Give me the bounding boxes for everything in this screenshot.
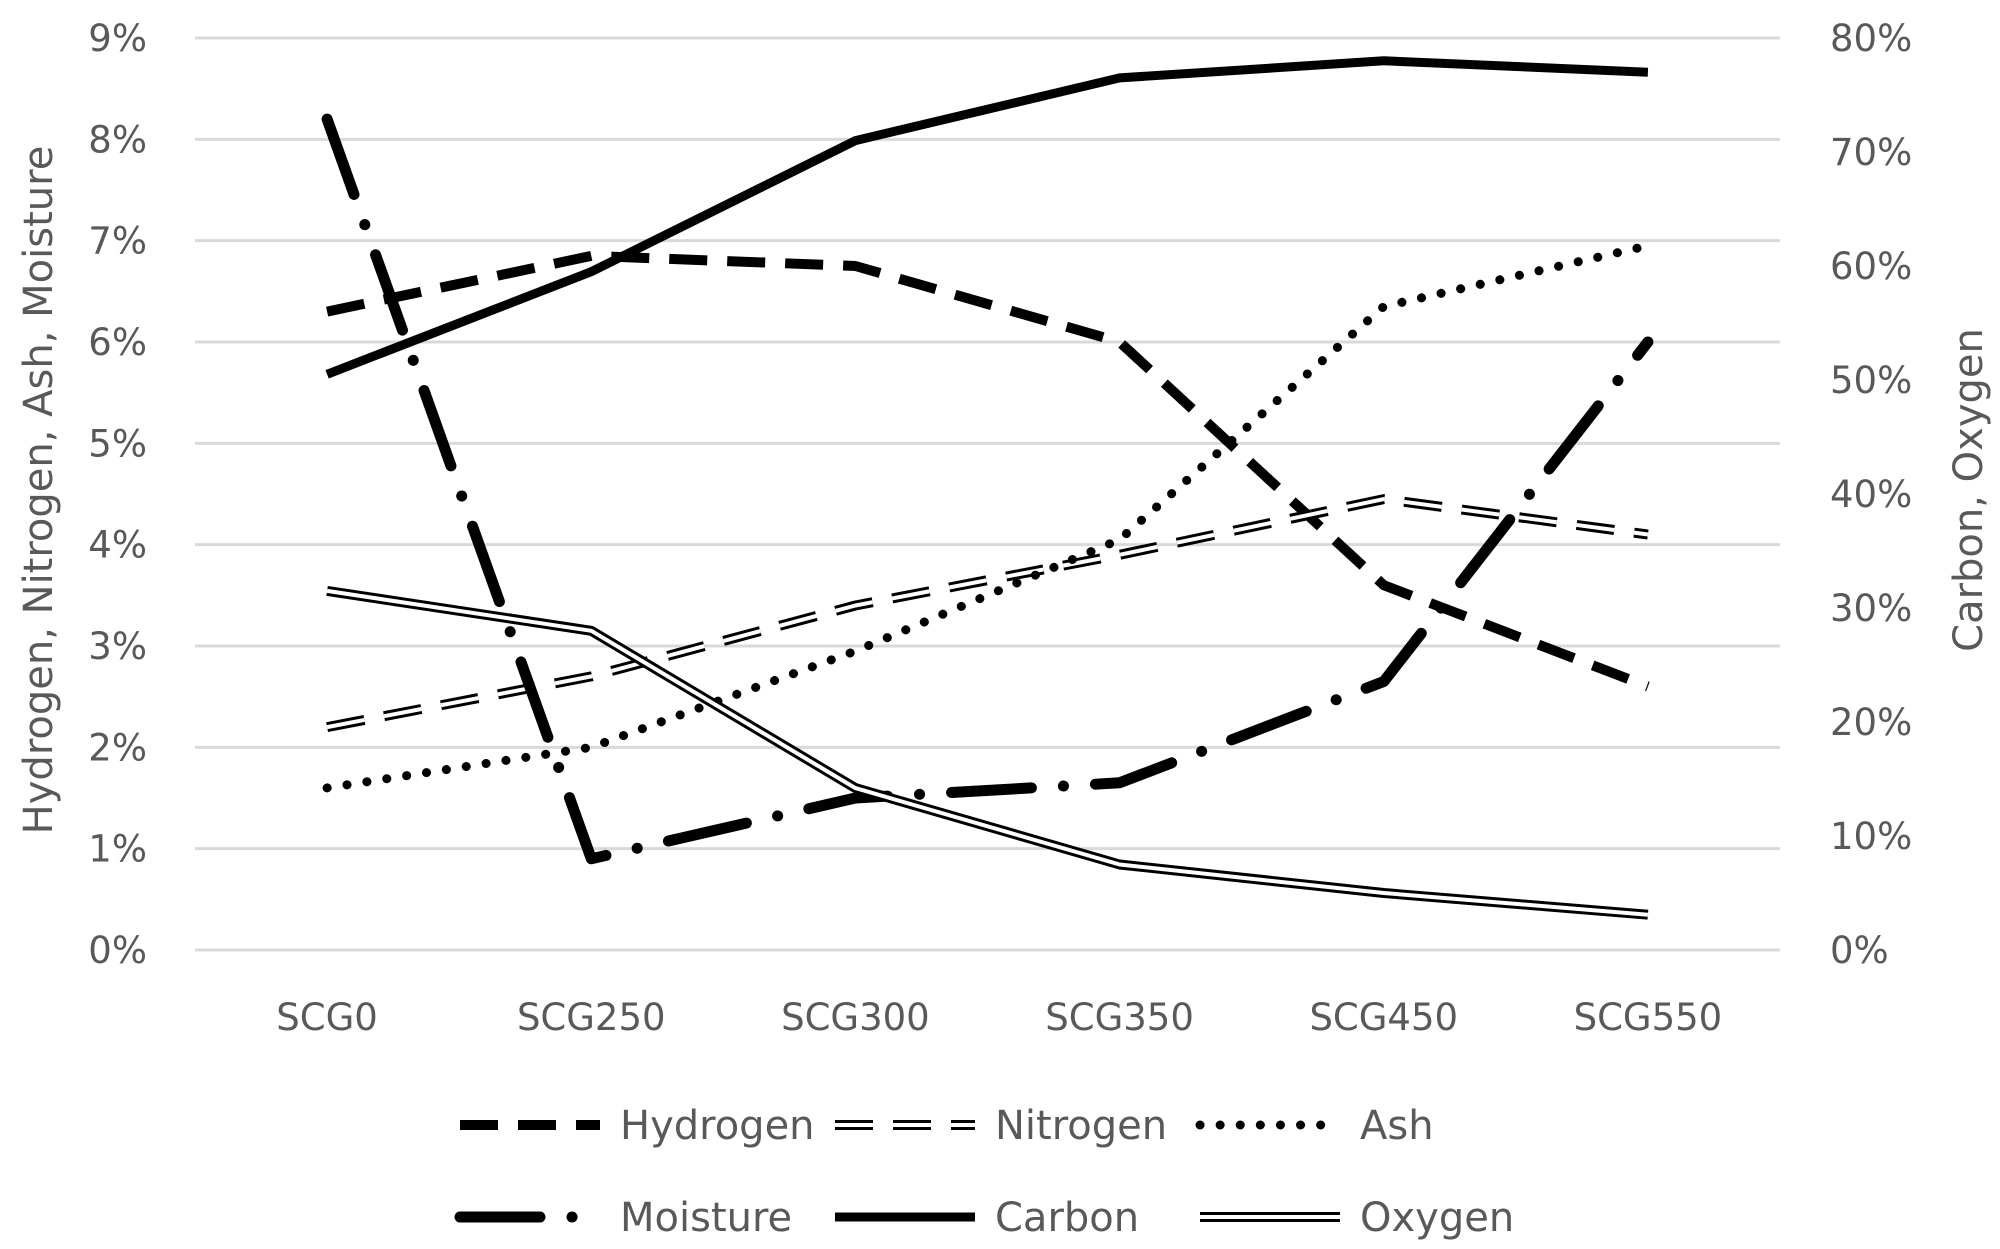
legend-label: Carbon	[995, 1195, 1139, 1241]
left-tick-label: 4%	[88, 524, 147, 567]
legend: Hydrogen Nitrogen Ash Moisture Carbon Oxygen	[454, 1103, 1514, 1241]
left-tick-label: 5%	[88, 422, 147, 465]
x-tick-label: SCG450	[1309, 996, 1458, 1039]
right-axis-ticks: 0% 10% 20% 30% 40% 50% 60% 70% 80%	[1830, 17, 1912, 972]
right-tick-label: 60%	[1830, 245, 1912, 288]
legend-label: Oxygen	[1360, 1195, 1514, 1241]
right-axis-title: Carbon, Oxygen	[1946, 328, 1992, 652]
series-lines	[321, 56, 1654, 920]
left-tick-label: 3%	[88, 625, 147, 668]
series-line-oxygen	[326, 588, 1649, 917]
legend-item-moisture: Moisture	[454, 1195, 792, 1241]
legend-label: Hydrogen	[620, 1103, 815, 1149]
left-axis-ticks: 0% 1% 2% 3% 4% 5% 6% 7% 8% 9%	[88, 17, 147, 972]
x-tick-label: SCG250	[517, 996, 666, 1039]
right-tick-label: 70%	[1830, 131, 1912, 174]
x-tick-label: SCG0	[276, 996, 378, 1039]
gridlines	[195, 36, 1780, 952]
legend-item-ash: Ash	[1195, 1103, 1434, 1149]
left-tick-label: 1%	[88, 828, 147, 871]
series-line-oxygen	[326, 585, 1649, 920]
series-moisture	[321, 113, 1654, 865]
x-axis-ticks: SCG0 SCG250 SCG300 SCG350 SCG450 SCG550	[276, 996, 1722, 1039]
x-tick-label: SCG550	[1574, 996, 1723, 1039]
series-ash	[322, 241, 1653, 793]
legend-label: Moisture	[620, 1195, 792, 1241]
right-tick-label: 30%	[1830, 587, 1912, 630]
left-tick-label: 9%	[88, 17, 147, 60]
series-carbon	[325, 56, 1649, 379]
right-tick-label: 10%	[1830, 815, 1912, 858]
legend-item-oxygen: Oxygen	[1200, 1195, 1514, 1241]
legend-item-hydrogen: Hydrogen	[460, 1103, 815, 1149]
right-tick-label: 80%	[1830, 17, 1912, 60]
left-tick-label: 8%	[88, 118, 147, 161]
series-hydrogen	[326, 250, 1650, 692]
right-tick-label: 0%	[1830, 929, 1889, 972]
legend-item-carbon: Carbon	[835, 1195, 1139, 1241]
series-line-carbon	[325, 56, 1649, 379]
left-tick-label: 0%	[88, 929, 147, 972]
legend-item-nitrogen: Nitrogen	[835, 1103, 1167, 1149]
series-line-moisture	[321, 113, 1654, 865]
right-tick-label: 50%	[1830, 359, 1912, 402]
right-tick-label: 40%	[1830, 473, 1912, 516]
series-line-ash	[322, 241, 1653, 793]
x-tick-label: SCG350	[1045, 996, 1194, 1039]
left-tick-label: 7%	[88, 220, 147, 263]
series-line-hydrogen	[326, 250, 1650, 692]
right-tick-label: 20%	[1830, 701, 1912, 744]
left-axis-title: Hydrogen, Nitrogen, Ash, Moisture	[16, 146, 62, 835]
legend-label: Nitrogen	[995, 1103, 1167, 1149]
series-nitrogen	[326, 494, 1649, 733]
left-tick-label: 2%	[88, 726, 147, 769]
x-tick-label: SCG300	[781, 996, 930, 1039]
left-tick-label: 6%	[88, 321, 147, 364]
series-line-nitrogen	[326, 497, 1649, 730]
series-oxygen	[326, 585, 1649, 920]
legend-label: Ash	[1360, 1103, 1434, 1149]
